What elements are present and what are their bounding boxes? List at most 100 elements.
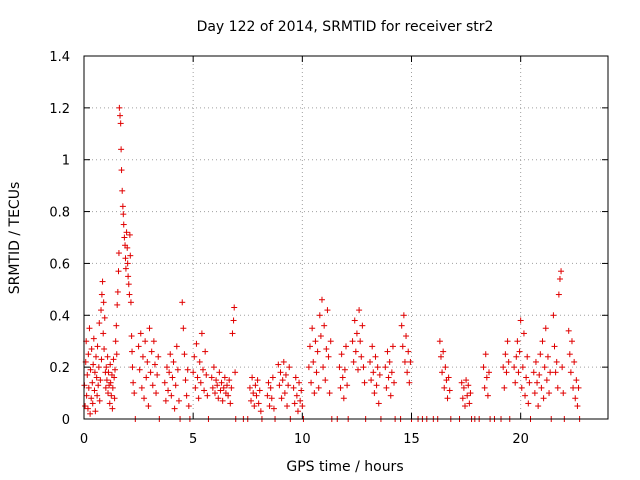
data-point: [216, 369, 223, 376]
data-point: [538, 384, 545, 391]
data-point: [82, 403, 89, 410]
data-point: [107, 361, 114, 368]
data-point: [121, 234, 128, 241]
y-tick-label: 1.4: [49, 50, 70, 65]
data-point: [84, 405, 91, 412]
data-point: [170, 358, 177, 365]
data-point: [293, 392, 300, 399]
data-point: [203, 371, 210, 378]
data-point: [539, 338, 546, 345]
data-point: [535, 403, 542, 410]
data-point: [89, 379, 96, 386]
data-point: [544, 353, 551, 360]
data-point: [356, 307, 363, 314]
data-point: [532, 358, 539, 365]
data-point: [115, 250, 122, 257]
data-point: [326, 390, 333, 397]
data-point: [281, 390, 288, 397]
data-point: [84, 371, 91, 378]
data-point: [325, 353, 332, 360]
data-point: [320, 364, 327, 371]
data-point: [146, 325, 153, 332]
data-point: [199, 366, 206, 373]
data-point: [286, 364, 293, 371]
data-point: [85, 384, 92, 391]
data-point: [444, 395, 451, 402]
data-point: [185, 403, 192, 410]
data-point: [150, 338, 157, 345]
data-point: [107, 379, 114, 386]
data-point: [147, 369, 154, 376]
data-point: [368, 377, 375, 384]
data-point: [464, 392, 471, 399]
data-point: [315, 384, 322, 391]
data-point: [558, 268, 565, 275]
data-point: [515, 369, 522, 376]
data-point: [193, 340, 200, 347]
data-point: [574, 403, 581, 410]
data-point: [180, 325, 187, 332]
y-tick-label: 1: [62, 154, 70, 169]
data-point: [269, 374, 276, 381]
data-point: [210, 364, 217, 371]
data-point: [94, 343, 101, 350]
data-point: [90, 335, 97, 342]
data-point: [388, 369, 395, 376]
data-point: [100, 299, 107, 306]
data-point: [372, 353, 379, 360]
data-point: [313, 369, 320, 376]
data-point: [344, 382, 351, 389]
data-point: [560, 390, 567, 397]
data-point: [218, 379, 225, 386]
data-point: [137, 330, 144, 337]
data-point: [349, 338, 356, 345]
data-point: [361, 379, 368, 386]
data-point: [275, 361, 282, 368]
data-point: [111, 395, 118, 402]
data-point: [567, 369, 574, 376]
data-point: [386, 358, 393, 365]
data-point: [573, 377, 580, 384]
data-point: [371, 390, 378, 397]
data-point: [254, 377, 261, 384]
data-point: [556, 275, 563, 282]
data-point: [341, 366, 348, 373]
data-point: [441, 384, 448, 391]
chart-title: Day 122 of 2014, SRMTID for receiver str…: [197, 19, 494, 35]
data-point: [398, 322, 405, 329]
data-point: [546, 390, 553, 397]
data-point: [117, 120, 124, 127]
data-point: [571, 358, 578, 365]
data-point: [249, 374, 256, 381]
data-point: [129, 364, 136, 371]
data-point: [162, 397, 169, 404]
plot-frame: [83, 55, 609, 420]
data-point: [458, 379, 465, 386]
data-point: [111, 374, 118, 381]
data-point: [311, 390, 318, 397]
data-point: [232, 369, 239, 376]
data-point: [88, 395, 95, 402]
data-point: [542, 325, 549, 332]
data-point: [250, 390, 257, 397]
data-point: [230, 317, 237, 324]
data-point: [103, 377, 110, 384]
data-point: [127, 252, 134, 259]
data-point: [367, 358, 374, 365]
data-point: [99, 278, 106, 285]
data-point: [94, 392, 101, 399]
data-point: [352, 348, 359, 355]
data-point: [214, 382, 221, 389]
data-point: [124, 244, 131, 251]
data-point: [501, 384, 508, 391]
data-point: [127, 299, 134, 306]
data-point: [351, 317, 358, 324]
data-point: [167, 351, 174, 358]
data-point: [112, 338, 119, 345]
data-point: [116, 104, 123, 111]
data-point: [566, 351, 573, 358]
data-point: [520, 330, 527, 337]
data-point: [120, 211, 127, 218]
data-point: [400, 312, 407, 319]
data-point: [139, 353, 146, 360]
